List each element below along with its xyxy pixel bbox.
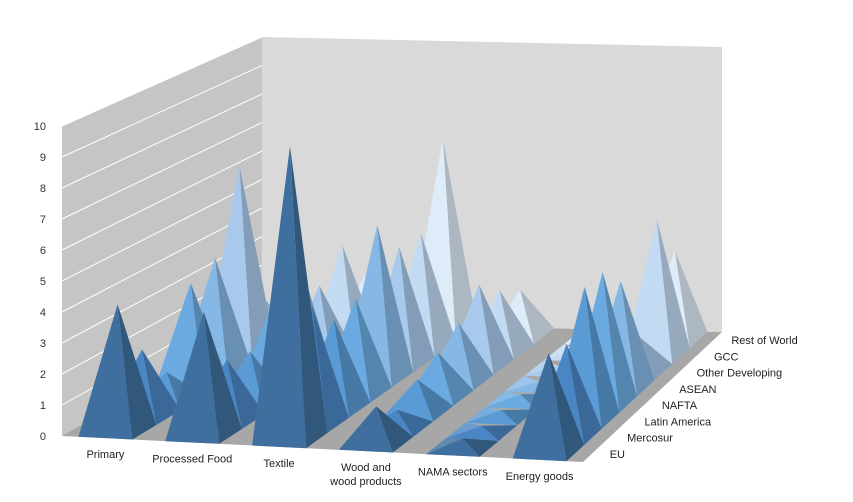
- pyramid-eu-wood-and-wood-products: [339, 406, 413, 453]
- gridline: [61, 93, 263, 189]
- y-tick-label: 0: [40, 431, 46, 443]
- series-label-rest-of-world: Rest of World: [731, 335, 797, 347]
- category-label-nama-sectors: NAMA sectors: [418, 467, 488, 479]
- series-label-mercosur: Mercosur: [627, 433, 673, 445]
- y-tick-label: 10: [34, 121, 46, 133]
- y-tick-label: 9: [40, 152, 46, 164]
- series-label-gcc: GCC: [714, 351, 739, 363]
- series-label-asean: ASEAN: [679, 384, 716, 396]
- y-tick-label: 3: [40, 338, 46, 350]
- y-tick-label: 4: [40, 307, 46, 319]
- series-label-nafta: NAFTA: [662, 400, 698, 412]
- pyramid-mercosur-nama-sectors: [445, 422, 518, 441]
- y-tick-label: 5: [40, 276, 46, 288]
- y-tick-label: 7: [40, 214, 46, 226]
- category-labels: Primary Processed Food Textile Wood and wood…: [86, 449, 574, 488]
- category-label-energy-goods: Energy goods: [506, 471, 574, 483]
- y-tick-label: 1: [40, 400, 46, 412]
- pyramid-eu-primary: [78, 304, 157, 440]
- y-tick-label: 2: [40, 369, 46, 381]
- gridline: [61, 122, 263, 220]
- category-label-textile: Textile: [263, 458, 294, 470]
- pyramid-eu-nama-sectors: [425, 438, 499, 457]
- pyramid-marks: [78, 138, 708, 462]
- category-label-primary: Primary: [86, 449, 124, 461]
- gridline: [61, 36, 263, 127]
- pyramid-eu-energy-goods: [512, 353, 585, 462]
- series-label-latin-america: Latin America: [644, 416, 712, 428]
- gridline: [61, 150, 263, 251]
- category-label-processed-food: Processed Food: [152, 454, 232, 466]
- gridline: [61, 179, 263, 282]
- y-tick-label: 6: [40, 245, 46, 257]
- pyramid-eu-processed-food: [165, 311, 242, 444]
- pyramid-eu-textile: [252, 146, 328, 449]
- series-label-eu: EU: [610, 449, 625, 461]
- category-label-wood-and-wood-products: Wood and wood products: [329, 462, 402, 488]
- y-tick-label: 8: [40, 183, 46, 195]
- series-label-other-developing: Other Developing: [697, 368, 783, 380]
- pyramid-latin-america-wood-and-wood-products: [380, 379, 454, 422]
- pyramid-latin-america-nama-sectors: [465, 407, 537, 426]
- gridline: [61, 65, 263, 158]
- y-axis-ticks: 0 1 2 3 4 5 6 7 8 9 10: [34, 121, 46, 443]
